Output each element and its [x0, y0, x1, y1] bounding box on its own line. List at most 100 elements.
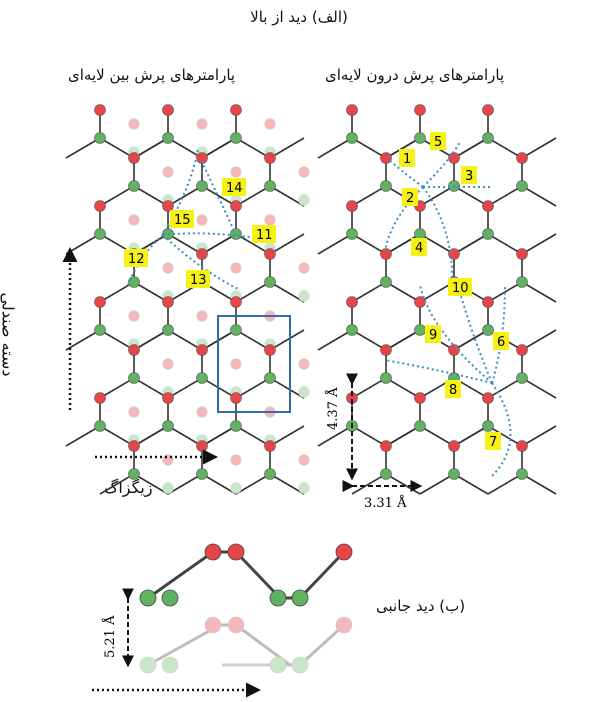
side-view-title: (ب) دید جانبی — [376, 597, 466, 615]
phosphorus-atom-green — [264, 372, 276, 384]
dimension-markers — [62, 247, 423, 698]
side-atom — [161, 589, 179, 607]
phosphorus-atom-red — [128, 344, 140, 356]
hop-lines-right — [384, 141, 512, 479]
phosphorus-atom-red — [128, 440, 140, 452]
phosphorus-atom-red — [380, 344, 392, 356]
faded-atom — [128, 310, 140, 322]
faded-atom — [298, 166, 310, 178]
phosphorus-atom-red — [414, 104, 426, 116]
side-atom-faded — [227, 616, 245, 634]
phosphorus-atom-red — [516, 152, 528, 164]
phosphorus-atom-green — [516, 276, 528, 288]
left-lattice-interlayer — [65, 104, 310, 495]
right-lattice-intralayer — [317, 104, 557, 495]
phosphorus-atom-red — [482, 104, 494, 116]
side-atom — [227, 543, 245, 561]
unit-cell-box — [217, 315, 291, 413]
phosphorus-atom-red — [516, 248, 528, 260]
side-atom — [269, 589, 287, 607]
phosphorus-atom-green — [482, 420, 494, 432]
faded-atom — [162, 482, 174, 494]
phosphorus-atom-red — [482, 392, 494, 404]
phosphorus-atom-red — [264, 152, 276, 164]
faded-atom — [264, 214, 276, 226]
phosphorus-atom-green — [264, 180, 276, 192]
phosphorus-atom-green — [196, 372, 208, 384]
side-atom-faded — [269, 656, 287, 674]
side-atom — [204, 543, 222, 561]
side-atom-faded — [204, 616, 222, 634]
dim-label-4-37: 4.37 Å — [325, 387, 341, 430]
faded-atom — [128, 406, 140, 418]
side-atom — [291, 589, 309, 607]
phosphorus-atom-green — [516, 468, 528, 480]
hop-label-11: 11 — [256, 228, 273, 243]
faded-atom — [196, 214, 208, 226]
faded-atom — [298, 262, 310, 274]
phosphorus-atom-green — [346, 324, 358, 336]
phosphorus-atom-red — [162, 392, 174, 404]
faded-atom — [128, 214, 140, 226]
phosphorus-atom-green — [482, 324, 494, 336]
left-panel-title: پارامترهای پرش بین لایه‌ای — [68, 66, 236, 84]
phosphorus-atom-green — [380, 468, 392, 480]
phosphorus-atom-green — [94, 324, 106, 336]
hop-label-2: 2 — [406, 191, 414, 206]
phosphorus-atom-red — [346, 200, 358, 212]
faded-atom — [230, 166, 242, 178]
phosphorus-atom-green — [128, 276, 140, 288]
phosphorus-atom-red — [448, 440, 460, 452]
hop-label-10: 10 — [452, 281, 469, 296]
phosphorus-atom-green — [414, 420, 426, 432]
phosphorus-atom-green — [196, 180, 208, 192]
phosphorus-atom-green — [230, 420, 242, 432]
side-atom-faded — [161, 656, 179, 674]
faded-atom — [196, 118, 208, 130]
phosphorus-atom-red — [94, 104, 106, 116]
faded-atom — [230, 262, 242, 274]
side-view — [139, 543, 353, 674]
phosphorus-atom-red — [162, 104, 174, 116]
phosphorus-atom-red — [230, 296, 242, 308]
faded-atom — [230, 482, 242, 494]
phosphorus-atom-red — [380, 440, 392, 452]
phosphorus-atom-red — [482, 296, 494, 308]
faded-atom — [298, 358, 310, 370]
phosphorus-atom-red — [516, 440, 528, 452]
faded-atom — [162, 262, 174, 274]
phosphorus-atom-green — [516, 372, 528, 384]
faded-atom — [162, 166, 174, 178]
phosphorus-atom-red — [482, 200, 494, 212]
phosphorus-atom-red — [230, 200, 242, 212]
phosphorus-atom-green — [346, 228, 358, 240]
phosphorus-atom-red — [264, 440, 276, 452]
phosphorus-atom-red — [94, 200, 106, 212]
phosphorus-atom-red — [196, 152, 208, 164]
phosphorus-atom-green — [414, 228, 426, 240]
phosphorus-atom-green — [264, 468, 276, 480]
phosphorus-atom-green — [482, 228, 494, 240]
hop-label-13: 13 — [190, 273, 207, 288]
phosphorus-atom-green — [128, 468, 140, 480]
faded-atom — [230, 454, 242, 466]
phosphorus-atom-red — [162, 200, 174, 212]
dim-label-5-21: 5.21 Å — [102, 615, 118, 658]
phosphorus-atom-green — [162, 420, 174, 432]
faded-atom — [298, 386, 310, 398]
phosphorus-atom-green — [128, 372, 140, 384]
phosphorus-atom-green — [162, 324, 174, 336]
dim-label-3-31: 3.31 Å — [364, 495, 407, 511]
faded-atom — [196, 310, 208, 322]
phosphorus-atom-green — [94, 132, 106, 144]
phosphorus-atom-red — [380, 248, 392, 260]
phosphorus-atom-red — [94, 392, 106, 404]
phosphorus-atom-green — [162, 132, 174, 144]
hop-label-4: 4 — [415, 241, 423, 256]
phosphorus-atom-green — [448, 468, 460, 480]
hop-label-8: 8 — [449, 383, 457, 398]
hop-label-1: 1 — [403, 152, 411, 167]
phosphorus-atom-red — [448, 152, 460, 164]
faded-atom — [162, 358, 174, 370]
